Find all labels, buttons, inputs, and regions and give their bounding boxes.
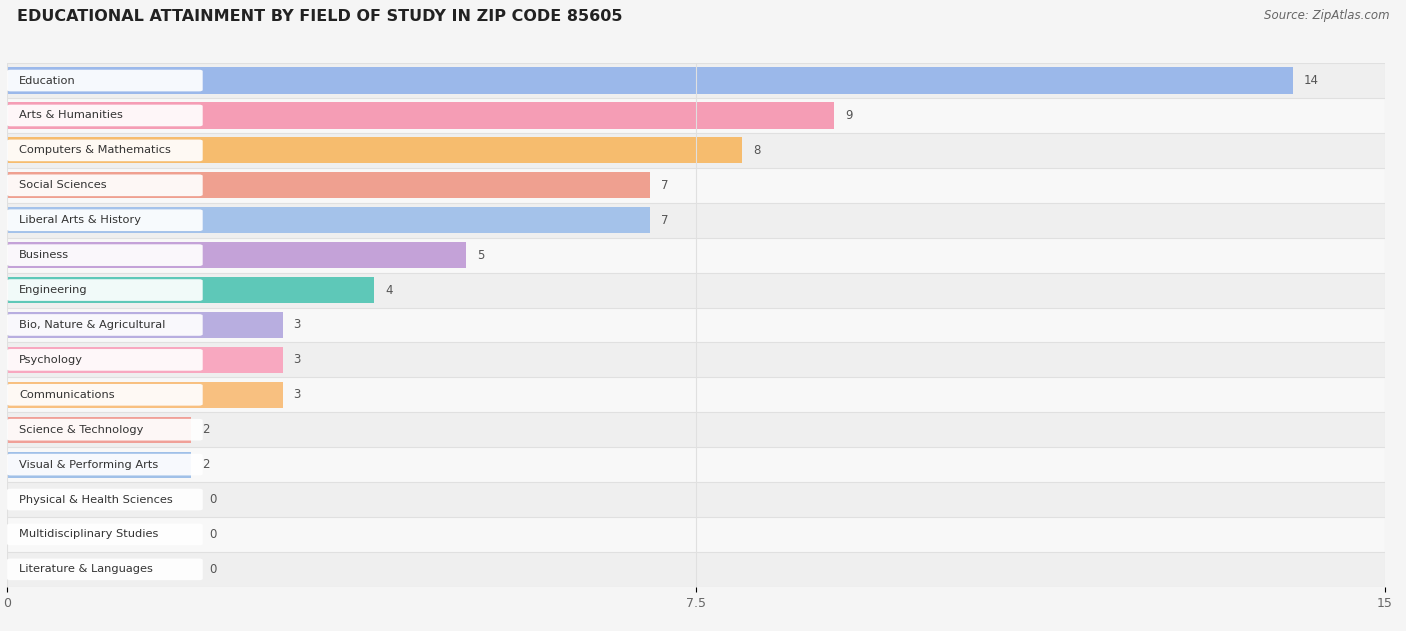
Text: 3: 3 — [294, 388, 301, 401]
Bar — [7, 102, 834, 129]
Text: Computers & Mathematics: Computers & Mathematics — [18, 145, 172, 155]
Bar — [7, 273, 1385, 307]
Bar — [7, 203, 1385, 238]
Text: Physical & Health Sciences: Physical & Health Sciences — [18, 495, 173, 505]
Text: EDUCATIONAL ATTAINMENT BY FIELD OF STUDY IN ZIP CODE 85605: EDUCATIONAL ATTAINMENT BY FIELD OF STUDY… — [17, 9, 623, 25]
Text: 0: 0 — [209, 563, 217, 576]
Bar — [7, 63, 1385, 98]
Text: Visual & Performing Arts: Visual & Performing Arts — [18, 459, 159, 469]
Text: 9: 9 — [845, 109, 852, 122]
Bar — [7, 242, 467, 268]
Text: 2: 2 — [202, 458, 209, 471]
FancyBboxPatch shape — [7, 175, 202, 196]
Text: Psychology: Psychology — [18, 355, 83, 365]
Bar — [7, 207, 650, 233]
Bar — [7, 382, 283, 408]
Text: Engineering: Engineering — [18, 285, 87, 295]
Bar — [7, 133, 1385, 168]
Bar — [7, 68, 1294, 93]
Bar — [7, 312, 283, 338]
FancyBboxPatch shape — [7, 349, 202, 370]
FancyBboxPatch shape — [7, 524, 202, 545]
Text: Science & Technology: Science & Technology — [18, 425, 143, 435]
Text: Bio, Nature & Agricultural: Bio, Nature & Agricultural — [18, 320, 166, 330]
FancyBboxPatch shape — [7, 209, 202, 231]
Bar — [7, 552, 1385, 587]
Text: Literature & Languages: Literature & Languages — [18, 564, 153, 574]
Bar — [7, 138, 742, 163]
Text: Social Sciences: Social Sciences — [18, 180, 107, 191]
Bar — [7, 307, 1385, 343]
Bar — [7, 416, 191, 443]
Text: Liberal Arts & History: Liberal Arts & History — [18, 215, 141, 225]
Bar — [7, 412, 1385, 447]
Text: 7: 7 — [661, 214, 669, 227]
Bar — [7, 452, 191, 478]
FancyBboxPatch shape — [7, 419, 202, 440]
FancyBboxPatch shape — [7, 558, 202, 580]
FancyBboxPatch shape — [7, 280, 202, 301]
Bar — [7, 172, 650, 198]
FancyBboxPatch shape — [7, 139, 202, 161]
Bar — [7, 277, 374, 303]
Text: 3: 3 — [294, 319, 301, 331]
FancyBboxPatch shape — [7, 70, 202, 91]
FancyBboxPatch shape — [7, 244, 202, 266]
Text: 5: 5 — [478, 249, 485, 262]
Text: Arts & Humanities: Arts & Humanities — [18, 110, 122, 121]
Bar — [7, 377, 1385, 412]
Bar — [7, 168, 1385, 203]
Text: Business: Business — [18, 250, 69, 260]
Text: 0: 0 — [209, 493, 217, 506]
FancyBboxPatch shape — [7, 105, 202, 126]
Text: 7: 7 — [661, 179, 669, 192]
Bar — [7, 343, 1385, 377]
Text: 0: 0 — [209, 528, 217, 541]
Bar — [7, 447, 1385, 482]
Text: 2: 2 — [202, 423, 209, 436]
Text: 14: 14 — [1305, 74, 1319, 87]
Text: Multidisciplinary Studies: Multidisciplinary Studies — [18, 529, 159, 540]
FancyBboxPatch shape — [7, 489, 202, 510]
Text: Communications: Communications — [18, 390, 115, 400]
Bar — [7, 517, 1385, 552]
Bar — [7, 238, 1385, 273]
Text: 8: 8 — [754, 144, 761, 157]
Bar — [7, 98, 1385, 133]
FancyBboxPatch shape — [7, 384, 202, 406]
Bar — [7, 482, 1385, 517]
FancyBboxPatch shape — [7, 314, 202, 336]
Text: 4: 4 — [385, 283, 394, 297]
Text: 3: 3 — [294, 353, 301, 367]
Text: Education: Education — [18, 76, 76, 86]
Bar — [7, 347, 283, 373]
FancyBboxPatch shape — [7, 454, 202, 475]
Text: Source: ZipAtlas.com: Source: ZipAtlas.com — [1264, 9, 1389, 23]
